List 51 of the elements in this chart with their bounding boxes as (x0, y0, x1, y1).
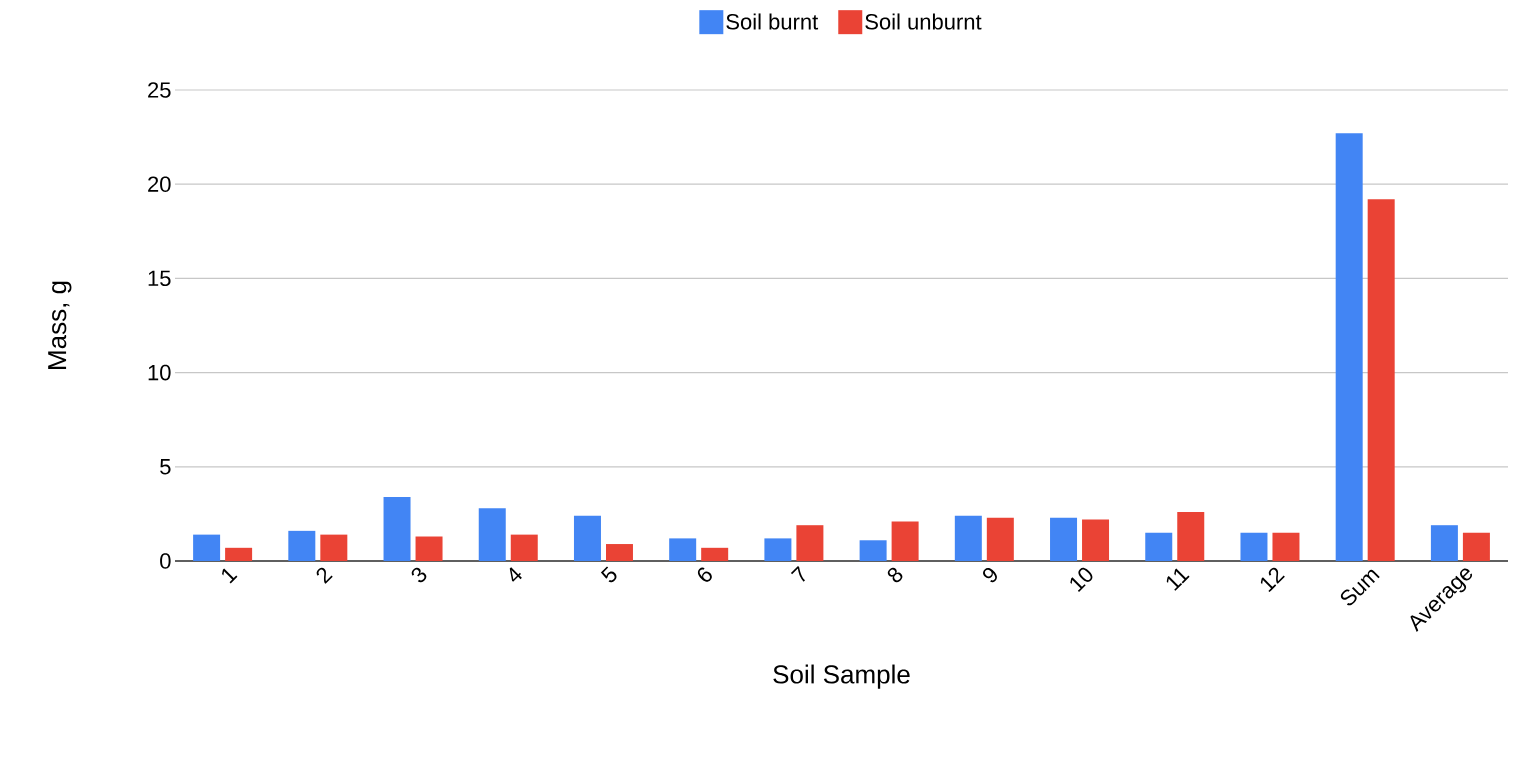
x-tick-label: 5 (600, 566, 617, 583)
x-tick-label: 8 (887, 567, 903, 583)
bar (605, 544, 633, 561)
y-tick-label: 0 (160, 553, 171, 569)
bar (1145, 532, 1173, 561)
bar (225, 547, 253, 561)
bar (320, 534, 348, 561)
bar (1462, 532, 1490, 561)
x-tick-label: 2 (316, 567, 333, 584)
bar (986, 517, 1014, 561)
x-tick-label: 11 (1166, 568, 1190, 591)
bar (891, 521, 919, 561)
x-tick-label: 7 (790, 566, 806, 582)
x-tick-label: 6 (697, 567, 712, 582)
bar (701, 547, 729, 561)
bar (573, 515, 601, 561)
x-axis-title: Soil Sample (773, 664, 910, 689)
bar (1430, 525, 1458, 561)
bar (1050, 517, 1078, 561)
x-tick-label: Sum (1340, 569, 1380, 606)
legend-label: Soil burnt (726, 13, 819, 30)
x-tick-label: 3 (411, 567, 427, 583)
bar (764, 538, 792, 561)
x-tick-label: 1 (222, 568, 238, 584)
bar (1240, 532, 1268, 561)
legend-label: Soil unburnt (865, 13, 982, 30)
y-tick-label: 25 (148, 82, 171, 98)
bar (1367, 199, 1395, 561)
y-axis-title: Mass, g (48, 281, 72, 369)
x-tick-label: 4 (509, 567, 522, 582)
x-tick-label: 10 (1070, 567, 1093, 593)
bar (288, 530, 316, 561)
bar (383, 496, 411, 561)
bar (1335, 133, 1363, 561)
bar (1272, 532, 1300, 561)
bar (669, 538, 697, 561)
bar (478, 508, 506, 561)
bar (859, 540, 887, 561)
bar (954, 515, 982, 561)
y-tick-label: 5 (160, 459, 171, 475)
bar (796, 525, 824, 561)
bar (510, 534, 538, 561)
bar (193, 534, 221, 561)
y-tick-label: 15 (148, 270, 171, 287)
bar (1082, 519, 1110, 561)
y-tick-label: 20 (148, 176, 171, 192)
x-tick-label: 9 (983, 567, 997, 583)
x-tick-label: 12 (1260, 567, 1285, 593)
bar (415, 536, 443, 561)
bar (1177, 512, 1205, 561)
y-tick-label: 10 (148, 364, 171, 381)
